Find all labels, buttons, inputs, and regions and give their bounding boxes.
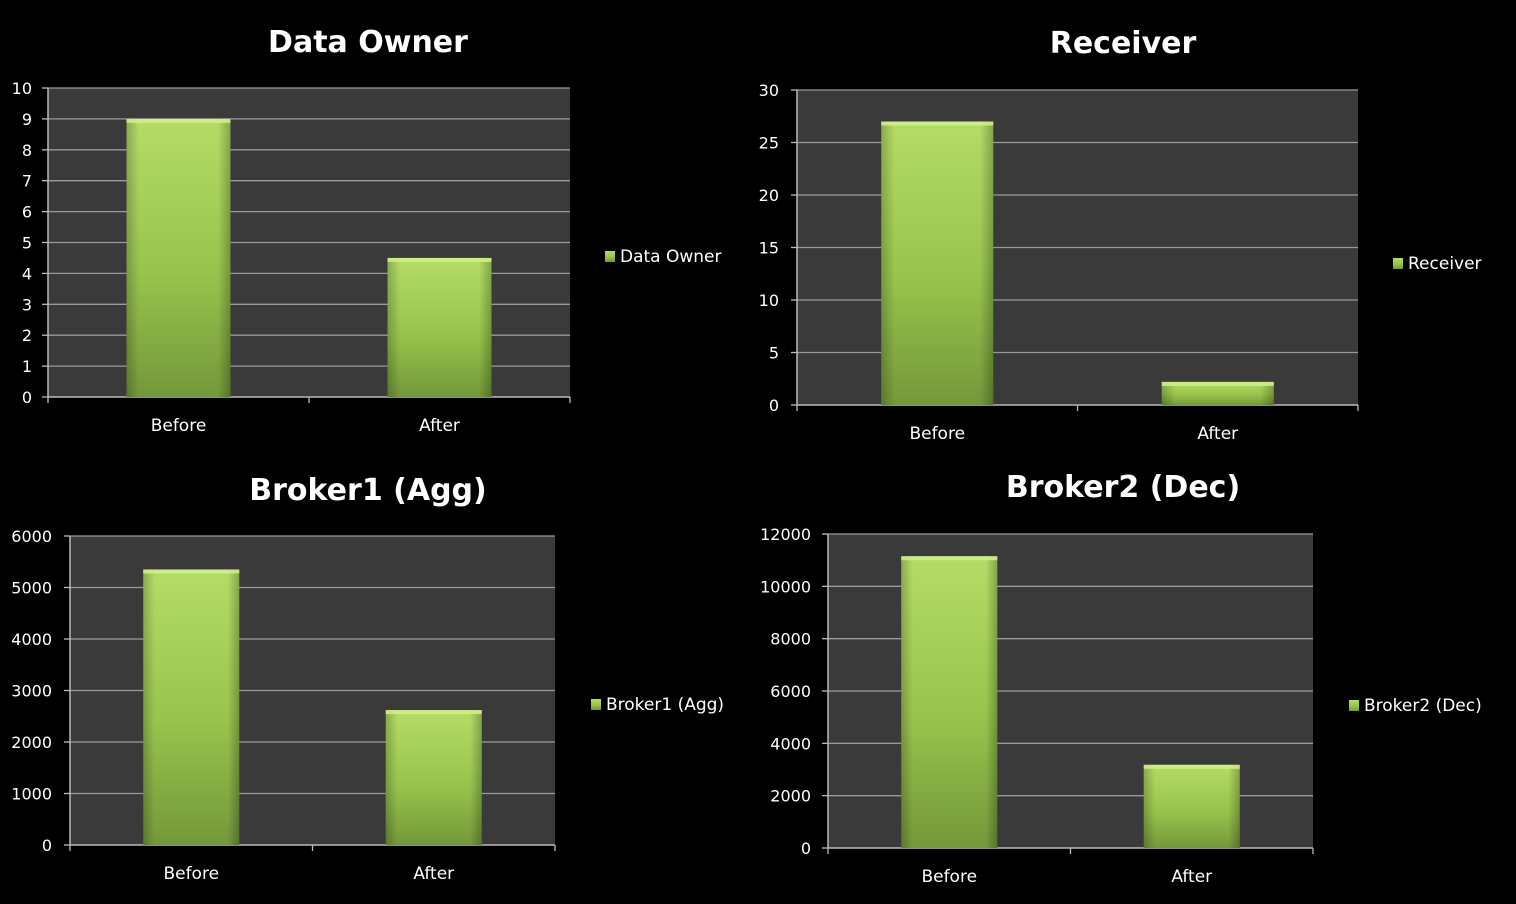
y-tick-label: 0 xyxy=(801,839,811,858)
y-tick-label: 10000 xyxy=(760,577,811,596)
bar-after xyxy=(385,710,482,845)
y-tick-label: 10 xyxy=(759,291,779,310)
legend-label: Broker2 (Dec) xyxy=(1364,696,1482,716)
x-category-label: After xyxy=(413,864,454,884)
y-tick-label: 5 xyxy=(22,234,32,253)
y-tick-label: 4000 xyxy=(770,734,811,753)
bar-before xyxy=(143,569,240,845)
y-tick-label: 10 xyxy=(12,79,32,98)
y-tick-label: 5 xyxy=(769,344,779,363)
y-tick-label: 25 xyxy=(759,134,779,153)
x-category-label: After xyxy=(419,416,460,436)
bar-after xyxy=(1161,381,1274,405)
y-tick-label: 2000 xyxy=(770,787,811,806)
legend-label: Data Owner xyxy=(620,247,722,267)
y-tick-label: 20 xyxy=(759,186,779,205)
x-category-label: Before xyxy=(921,867,977,887)
bar-shade xyxy=(901,556,998,848)
bar-after xyxy=(1143,764,1240,848)
y-tick-label: 12000 xyxy=(760,525,811,544)
y-tick-label: 0 xyxy=(769,396,779,415)
y-tick-label: 7 xyxy=(22,172,32,191)
bar-highlight xyxy=(881,121,994,126)
legend-swatch xyxy=(1393,258,1403,269)
y-tick-label: 3 xyxy=(22,295,32,314)
y-tick-label: 9 xyxy=(22,110,32,129)
bar-shade xyxy=(387,257,492,397)
bar-shade xyxy=(385,710,482,845)
bar-before xyxy=(881,121,994,405)
x-category-label: After xyxy=(1197,424,1238,444)
y-tick-label: 3000 xyxy=(11,682,52,701)
legend-label: Broker1 (Agg) xyxy=(606,695,724,715)
y-tick-label: 6 xyxy=(22,203,32,222)
chart-title: Receiver xyxy=(1050,26,1197,61)
x-category-label: Before xyxy=(151,416,207,436)
legend-label: Receiver xyxy=(1408,254,1482,274)
bar-before xyxy=(126,118,231,398)
y-tick-label: 0 xyxy=(42,836,52,855)
legend-swatch xyxy=(1349,700,1359,711)
chart-panel-3: Broker1 (Agg) 0 1000 2000 3000 4000 5000 6000 Be… xyxy=(11,473,724,884)
y-tick-label: 4 xyxy=(22,264,32,283)
y-tick-label: 4000 xyxy=(11,630,52,649)
bar-highlight xyxy=(387,257,492,262)
legend-swatch xyxy=(591,699,601,710)
bar-shade xyxy=(143,569,240,845)
chart-title: Broker2 (Dec) xyxy=(1006,470,1240,505)
y-tick-label: 5000 xyxy=(11,579,52,598)
legend-swatch xyxy=(605,251,615,262)
bar-highlight xyxy=(901,556,998,561)
legend: Broker1 (Agg) xyxy=(591,695,724,715)
chart-panel-4: Broker2 (Dec) 0 2000 4000 6000 8000 10000 12000… xyxy=(760,470,1482,887)
bar-shade xyxy=(1143,764,1240,848)
bar-highlight xyxy=(1143,764,1240,769)
y-tick-label: 30 xyxy=(759,81,779,100)
bar-highlight xyxy=(385,710,482,715)
y-tick-label: 2 xyxy=(22,326,32,345)
bar-highlight xyxy=(143,569,240,574)
chart-title: Broker1 (Agg) xyxy=(249,473,486,508)
legend: Data Owner xyxy=(605,247,722,267)
x-category-label: After xyxy=(1171,867,1212,887)
y-tick-label: 1000 xyxy=(11,785,52,804)
bar-shade xyxy=(1161,381,1274,405)
bar-highlight xyxy=(1161,381,1274,386)
y-tick-label: 0 xyxy=(22,388,32,407)
chart-panel-1: Data Owner 0 1 2 3 4 5 6 7 8 9 10 Before After Data Ow… xyxy=(12,25,722,436)
bar-shade xyxy=(126,118,231,398)
bar-before xyxy=(901,556,998,848)
bar-highlight xyxy=(126,118,231,123)
y-tick-label: 8 xyxy=(22,141,32,160)
x-category-label: Before xyxy=(163,864,219,884)
chart-title: Data Owner xyxy=(268,25,468,60)
y-tick-label: 1 xyxy=(22,357,32,376)
bar-shade xyxy=(881,121,994,405)
legend: Broker2 (Dec) xyxy=(1349,696,1482,716)
y-tick-label: 8000 xyxy=(770,630,811,649)
legend: Receiver xyxy=(1393,254,1482,274)
y-tick-label: 6000 xyxy=(11,527,52,546)
x-category-label: Before xyxy=(909,424,965,444)
bar-after xyxy=(387,257,492,397)
y-tick-label: 6000 xyxy=(770,682,811,701)
y-tick-label: 15 xyxy=(759,239,779,258)
chart-panel-2: Receiver 0 5 10 15 20 25 30 Before After Receiver xyxy=(759,26,1482,444)
y-tick-label: 2000 xyxy=(11,733,52,752)
